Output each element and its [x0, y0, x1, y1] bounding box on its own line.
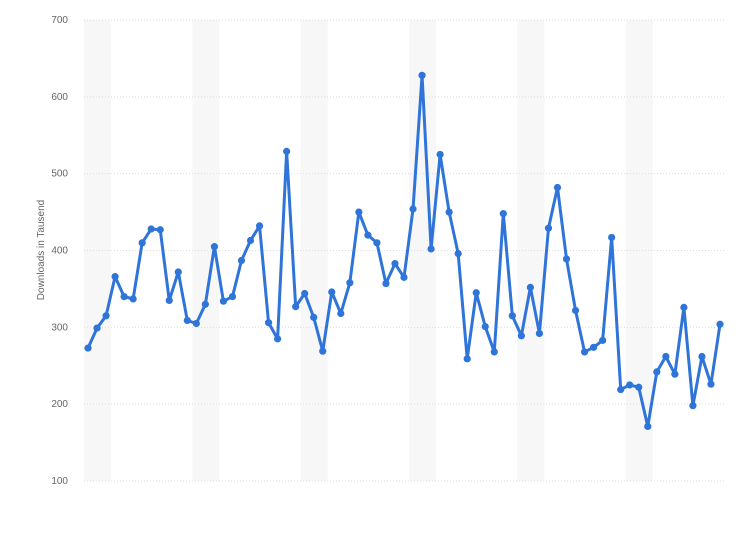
- data-point[interactable]: [490, 348, 498, 356]
- data-point[interactable]: [138, 239, 146, 247]
- data-point[interactable]: [102, 312, 110, 320]
- data-point[interactable]: [418, 71, 426, 79]
- series-group: [84, 71, 724, 431]
- data-point[interactable]: [617, 385, 625, 394]
- data-point[interactable]: [391, 259, 399, 268]
- data-point[interactable]: [346, 279, 354, 287]
- background-band: [517, 20, 545, 481]
- data-point[interactable]: [526, 283, 535, 291]
- data-point[interactable]: [364, 231, 372, 239]
- data-point[interactable]: [147, 225, 155, 233]
- data-point[interactable]: [120, 293, 128, 301]
- data-point[interactable]: [599, 336, 607, 344]
- data-point[interactable]: [463, 355, 471, 363]
- data-point[interactable]: [553, 183, 562, 192]
- data-point[interactable]: [228, 293, 237, 301]
- data-point[interactable]: [156, 226, 164, 234]
- data-point[interactable]: [716, 320, 724, 328]
- data-point[interactable]: [301, 289, 309, 298]
- y-tick-label: 200: [51, 399, 68, 410]
- data-point[interactable]: [210, 243, 218, 251]
- data-point[interactable]: [93, 324, 101, 332]
- data-point[interactable]: [562, 255, 571, 263]
- data-point[interactable]: [454, 249, 462, 258]
- data-point[interactable]: [608, 233, 616, 242]
- data-point[interactable]: [671, 370, 679, 378]
- y-tick-label: 500: [51, 169, 68, 180]
- background-band: [300, 20, 328, 481]
- y-axis-ticks: 100 200 300 400 500 600 700: [51, 15, 68, 487]
- data-point[interactable]: [499, 210, 507, 218]
- data-point[interactable]: [355, 208, 363, 216]
- series-line: [86, 73, 722, 428]
- data-point[interactable]: [255, 222, 264, 230]
- data-point[interactable]: [472, 289, 480, 297]
- data-point[interactable]: [445, 208, 453, 216]
- data-point[interactable]: [274, 335, 282, 343]
- data-point[interactable]: [517, 332, 525, 340]
- data-point[interactable]: [481, 322, 489, 331]
- data-point[interactable]: [508, 312, 516, 320]
- data-point[interactable]: [544, 224, 553, 232]
- data-point[interactable]: [644, 422, 652, 431]
- data-point[interactable]: [590, 343, 598, 351]
- y-tick-label: 300: [51, 322, 68, 333]
- data-point[interactable]: [689, 402, 697, 410]
- data-point[interactable]: [626, 381, 634, 389]
- data-point[interactable]: [680, 303, 688, 311]
- data-point[interactable]: [237, 256, 246, 265]
- data-point[interactable]: [283, 147, 291, 155]
- data-point[interactable]: [310, 313, 318, 321]
- data-point[interactable]: [129, 295, 137, 303]
- data-point[interactable]: [165, 296, 173, 305]
- data-point[interactable]: [400, 273, 408, 281]
- data-point[interactable]: [292, 302, 300, 311]
- data-point[interactable]: [183, 316, 191, 325]
- data-point[interactable]: [337, 309, 345, 318]
- data-point[interactable]: [571, 306, 580, 315]
- data-point[interactable]: [535, 329, 544, 338]
- data-point[interactable]: [219, 297, 228, 305]
- y-tick-label: 700: [51, 15, 68, 26]
- data-point[interactable]: [436, 150, 444, 159]
- data-point[interactable]: [707, 380, 715, 388]
- data-point[interactable]: [192, 319, 200, 328]
- data-point[interactable]: [409, 205, 417, 213]
- background-band: [84, 20, 112, 481]
- data-point[interactable]: [580, 348, 589, 356]
- data-point[interactable]: [84, 344, 92, 352]
- data-point[interactable]: [246, 236, 255, 245]
- data-point[interactable]: [264, 319, 273, 327]
- data-point[interactable]: [373, 239, 381, 247]
- y-tick-label: 400: [51, 246, 68, 257]
- data-point[interactable]: [319, 347, 327, 355]
- data-point[interactable]: [174, 268, 182, 276]
- data-point[interactable]: [698, 352, 706, 361]
- y-tick-label: 100: [51, 476, 68, 487]
- data-point[interactable]: [427, 245, 435, 253]
- data-point[interactable]: [111, 273, 119, 281]
- data-point[interactable]: [382, 279, 390, 288]
- data-point[interactable]: [635, 383, 643, 391]
- data-point[interactable]: [662, 352, 670, 361]
- y-axis-title: Downloads in Tausend: [36, 200, 47, 300]
- data-point[interactable]: [653, 368, 661, 376]
- data-point[interactable]: [201, 300, 209, 308]
- data-point[interactable]: [328, 288, 336, 296]
- y-tick-label: 600: [51, 92, 68, 103]
